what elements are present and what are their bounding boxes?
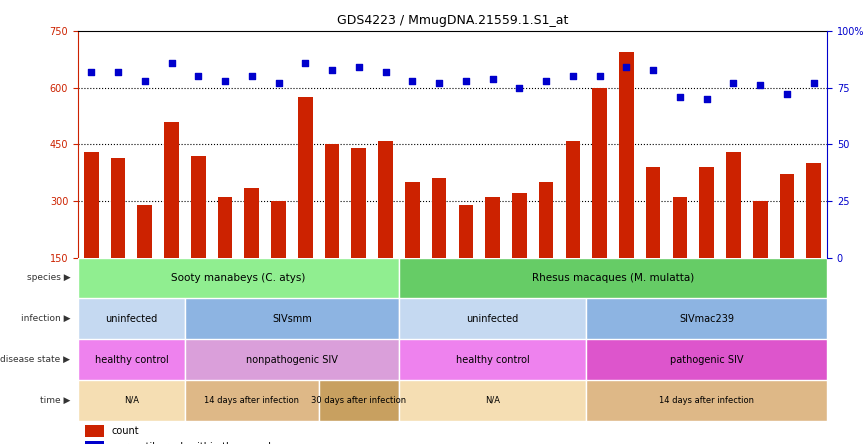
Bar [86, 425, 104, 437]
Point [272, 79, 286, 87]
Point [111, 68, 125, 75]
Bar [673, 197, 688, 258]
Bar [271, 201, 286, 258]
Bar [378, 141, 393, 258]
Bar [779, 174, 794, 258]
Text: species ▶: species ▶ [27, 274, 70, 282]
Bar [352, 148, 366, 258]
Bar [399, 298, 586, 339]
Bar [86, 441, 104, 444]
Bar [185, 339, 399, 380]
Bar [699, 167, 714, 258]
Bar [432, 178, 447, 258]
Point [191, 73, 205, 80]
Bar [512, 194, 527, 258]
Point [807, 79, 821, 87]
Bar [78, 380, 185, 421]
Bar [586, 298, 827, 339]
Bar [485, 197, 500, 258]
Point [540, 77, 553, 84]
Bar [399, 339, 586, 380]
Text: 14 days after infection: 14 days after infection [659, 396, 754, 405]
Point [432, 79, 446, 87]
Point [378, 68, 392, 75]
Point [700, 95, 714, 103]
Point [245, 73, 259, 80]
Bar [138, 205, 152, 258]
Point [486, 75, 500, 82]
Point [592, 73, 606, 80]
Text: SIVmac239: SIVmac239 [679, 314, 734, 324]
Point [218, 77, 232, 84]
Bar [405, 182, 420, 258]
Bar [78, 258, 399, 298]
Point [325, 66, 339, 73]
Bar [244, 188, 259, 258]
Point [753, 82, 767, 89]
Point [727, 79, 740, 87]
Point [405, 77, 419, 84]
Point [646, 66, 660, 73]
Bar [399, 258, 827, 298]
Text: nonpathogenic SIV: nonpathogenic SIV [246, 355, 338, 365]
Bar [165, 122, 179, 258]
Bar [592, 88, 607, 258]
Point [566, 73, 580, 80]
Bar [325, 144, 339, 258]
Bar [586, 380, 827, 421]
Text: Rhesus macaques (M. mulatta): Rhesus macaques (M. mulatta) [532, 273, 695, 283]
Text: 30 days after infection: 30 days after infection [311, 396, 406, 405]
Text: Sooty manabeys (C. atys): Sooty manabeys (C. atys) [171, 273, 306, 283]
Text: uninfected: uninfected [467, 314, 519, 324]
Point [673, 93, 687, 100]
Bar [217, 197, 232, 258]
Point [138, 77, 152, 84]
Text: disease state ▶: disease state ▶ [1, 355, 70, 364]
Point [513, 84, 527, 91]
Point [352, 64, 365, 71]
Text: infection ▶: infection ▶ [21, 314, 70, 323]
Text: GDS4223 / MmugDNA.21559.1.S1_at: GDS4223 / MmugDNA.21559.1.S1_at [337, 14, 568, 27]
Bar [619, 52, 634, 258]
Bar [111, 158, 126, 258]
Point [84, 68, 98, 75]
Bar [84, 152, 99, 258]
Point [619, 64, 633, 71]
Text: percentile rank within the sample: percentile rank within the sample [112, 442, 276, 444]
Text: uninfected: uninfected [106, 314, 158, 324]
Bar [78, 298, 185, 339]
Bar [191, 156, 206, 258]
Point [459, 77, 473, 84]
Bar [185, 380, 319, 421]
Bar [646, 167, 661, 258]
Text: pathogenic SIV: pathogenic SIV [670, 355, 743, 365]
Text: 14 days after infection: 14 days after infection [204, 396, 300, 405]
Text: count: count [112, 426, 139, 436]
Bar [726, 152, 740, 258]
Bar [458, 205, 473, 258]
Bar [586, 339, 827, 380]
Bar [753, 201, 767, 258]
Bar [298, 97, 313, 258]
Bar [806, 163, 821, 258]
Text: N/A: N/A [485, 396, 500, 405]
Text: healthy control: healthy control [94, 355, 168, 365]
Point [165, 59, 178, 66]
Bar [319, 380, 399, 421]
Point [299, 59, 313, 66]
Text: N/A: N/A [124, 396, 139, 405]
Bar [185, 298, 399, 339]
Bar [565, 141, 580, 258]
Point [780, 91, 794, 98]
Bar [539, 182, 553, 258]
Bar [399, 380, 586, 421]
Bar [78, 339, 185, 380]
Text: SIVsmm: SIVsmm [272, 314, 312, 324]
Text: time ▶: time ▶ [40, 396, 70, 405]
Text: healthy control: healthy control [456, 355, 529, 365]
